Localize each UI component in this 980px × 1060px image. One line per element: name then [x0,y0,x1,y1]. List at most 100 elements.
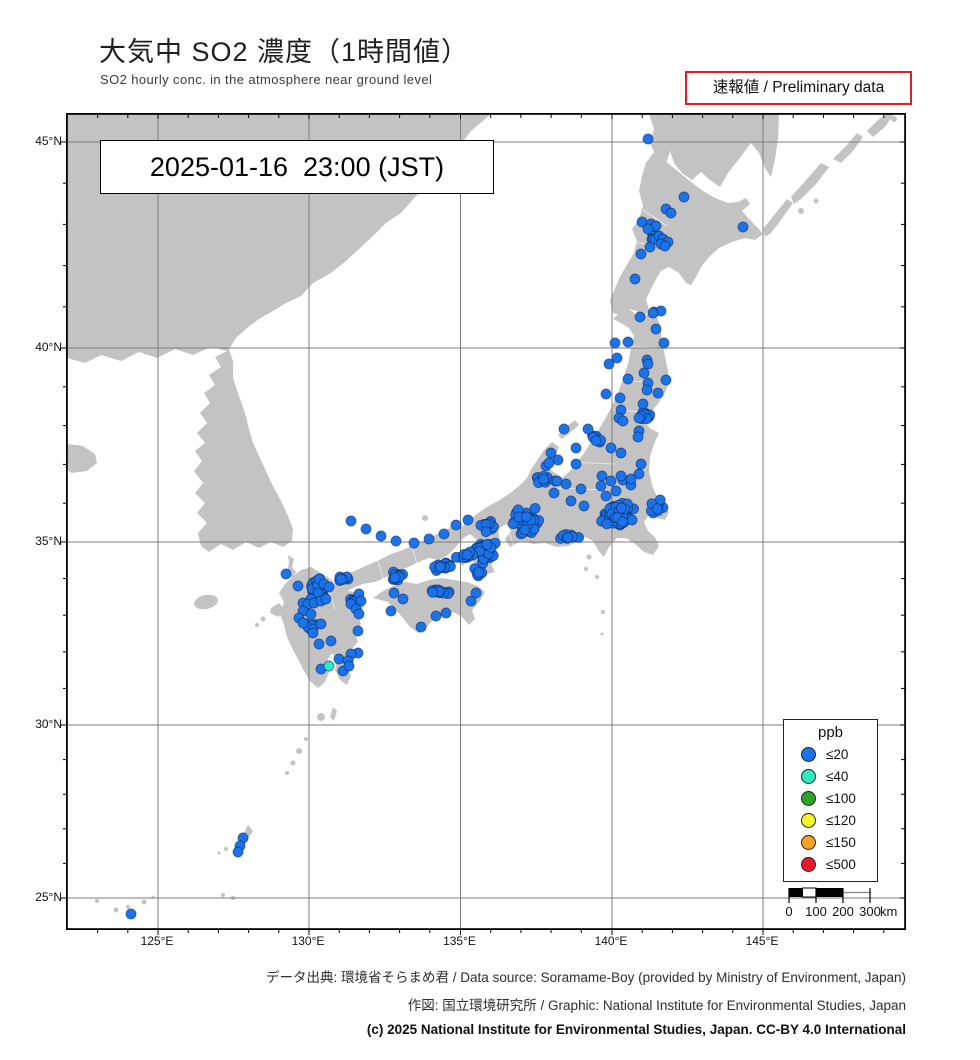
station-dot [600,388,612,400]
island [584,567,588,571]
station-dot [570,442,582,454]
prefecture-border [376,557,384,579]
lat-axis-label: 45°N [35,134,62,148]
island [891,116,897,122]
station-dot [307,627,319,639]
station-dot [313,638,325,650]
landmass [270,603,285,617]
station-dot [635,248,647,260]
station-dot [323,660,335,672]
station-dot [647,307,659,319]
station-dot [582,423,594,435]
legend-item: ≤150 [784,831,877,853]
island [290,760,296,766]
station-dot [548,487,560,499]
station-dot [605,442,617,454]
legend-item-label: ≤150 [826,834,856,850]
preliminary-data-badge: 速報値 / Preliminary data [685,71,912,105]
station-dot [615,470,627,482]
scale-bar-graphic: 0 100 200 300 km [785,887,897,919]
station-dot [633,412,645,424]
station-dot [125,908,137,920]
station-dot [345,515,357,527]
timestamp-box: 2025-01-16 23:00 (JST) [100,140,494,194]
station-dot [389,572,401,584]
island [304,737,308,741]
station-dot [408,537,420,549]
lat-axis-label: 35°N [35,534,62,548]
station-dot [333,653,345,665]
station-dot [641,384,653,396]
station-dot [659,240,671,252]
station-dot [644,241,656,253]
station-dot [651,503,663,515]
station-dot [551,475,563,487]
station-dot [462,514,474,526]
island [813,198,819,204]
island [255,623,259,627]
footer-data-source: データ出典: 環境省そらまめ君 / Data source: Soramame-… [266,970,906,985]
station-dot [632,431,644,443]
legend-items: ≤20 ≤40 ≤100 ≤120 ≤150 ≤500 [784,743,877,875]
island [296,748,302,754]
station-dot [611,352,623,364]
scale-bar: 0 100 200 300 km [773,882,923,922]
station-dot [578,500,590,512]
station-dot [642,223,654,235]
legend-item: ≤40 [784,765,877,787]
station-dot [570,458,582,470]
station-dot [637,398,649,410]
station-dot [325,635,337,647]
station-dot [617,415,629,427]
island [141,899,147,905]
legend-item-label: ≤20 [826,746,849,762]
station-dot [440,607,452,619]
station-dot [601,518,613,530]
lon-axis-label: 130°E [291,934,325,948]
legend-item-label: ≤120 [826,812,856,828]
island [773,220,779,226]
map-canvas: 2025-01-16 23:00 (JST) ppb ≤20 ≤40 ≤100 ≤12… [60,113,906,935]
island [95,899,99,903]
footer-graphic-credit: 作図: 国立環境研究所 / Graphic: National Institut… [407,998,906,1013]
station-dot [427,586,439,598]
station-dot [280,568,292,580]
svg-text:200: 200 [832,904,854,919]
station-dot [450,519,462,531]
legend-color-dot [801,856,816,872]
legend-item: ≤100 [784,787,877,809]
station-dot [305,608,317,620]
legend-color-dot [801,812,816,828]
station-dot [545,447,557,459]
station-dot [660,374,672,386]
lat-axis-label: 25°N [35,890,62,904]
station-dot [558,423,570,435]
lon-axis-label: 135°E [443,934,476,948]
station-dot [605,475,617,487]
station-dot [519,524,531,536]
station-dot [560,478,572,490]
station-dot [625,473,637,485]
station-dot [665,207,677,219]
island [600,632,604,636]
station-dot [600,490,612,502]
station-dot [565,495,577,507]
svg-text:100: 100 [805,904,827,919]
landmass [833,133,863,163]
prefecture-border [642,209,668,227]
legend-color-dot [801,834,816,850]
station-dot [388,587,400,599]
island [422,515,428,521]
station-dot [633,468,645,480]
station-dot [390,535,402,547]
island [601,610,605,614]
landmass [791,163,829,204]
island [586,554,592,560]
footer-copyright: (c) 2025 National Institute for Environm… [366,1022,906,1037]
legend-item: ≤500 [784,853,877,875]
page-title: 大気中 SO2 濃度（1時間値） [99,37,470,67]
station-dot [352,625,364,637]
station-dot [615,502,627,514]
station-dot [610,485,622,497]
landmass [373,578,485,633]
